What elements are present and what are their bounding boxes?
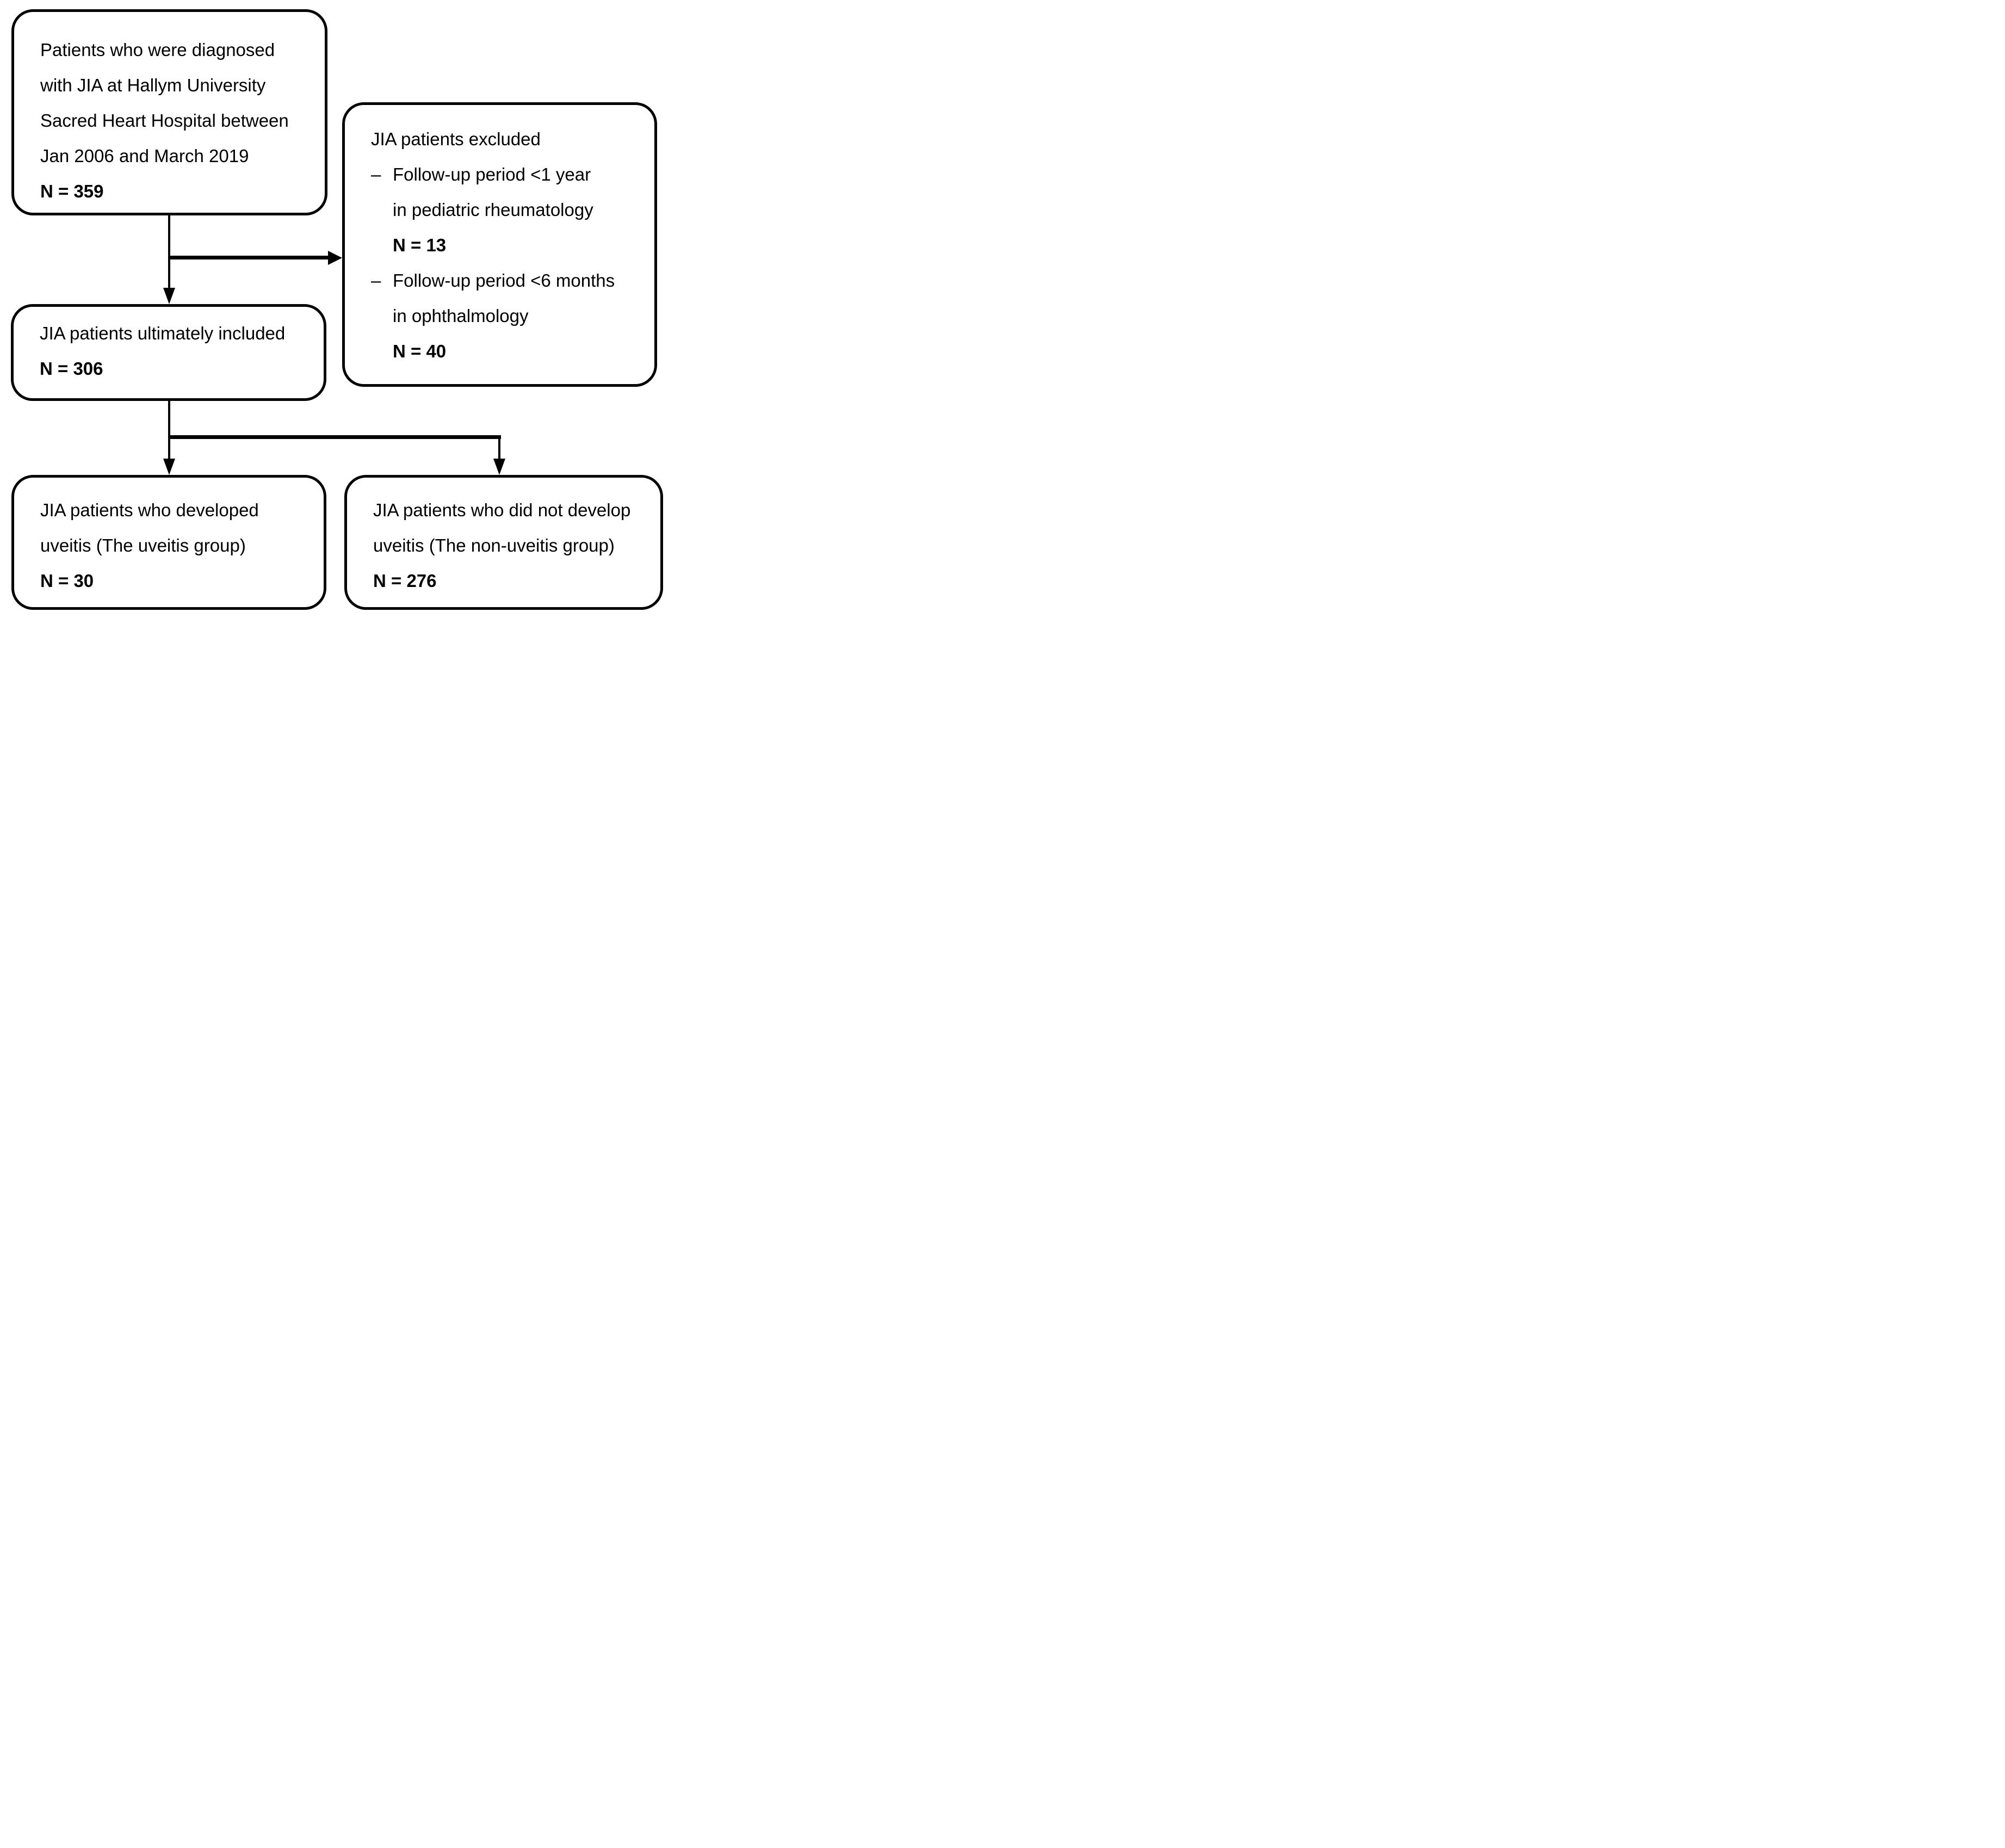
connector-to-excluded [168, 256, 329, 259]
box-text-line: Follow-up period <6 months [393, 270, 615, 291]
connector-branch-horizontal [168, 435, 501, 439]
dash-bullet: – [371, 270, 381, 291]
box-text-line: Follow-up period <1 year [393, 164, 591, 184]
arrowhead-down-icon [163, 459, 175, 475]
exclusion-item: – Follow-up period <6 months [371, 263, 647, 298]
box-text-line: JIA patients ultimately included [40, 323, 286, 343]
box-excluded-patients: JIA patients excluded – Follow-up period… [342, 102, 657, 387]
arrowhead-right-icon [328, 251, 342, 265]
arrowhead-down-icon [163, 288, 175, 304]
box-diagnosed-patients: Patients who were diagnosed with JIA at … [11, 9, 327, 215]
box-text-line: with JIA at Hallym University [40, 75, 266, 95]
dash-bullet: – [371, 164, 381, 184]
connector-branch-to-non-uveitis [498, 435, 500, 460]
box-text-line: Patients who were diagnosed [40, 40, 275, 60]
patient-count: N = 359 [40, 181, 104, 201]
connector-included-to-uveitis [168, 401, 170, 460]
box-text-line: Sacred Heart Hospital between [40, 110, 289, 131]
patient-count: N = 30 [40, 571, 94, 591]
flow-diagram: Patients who were diagnosed with JIA at … [0, 0, 669, 616]
box-text-line: JIA patients who did not develop [373, 500, 631, 520]
box-text-line: JIA patients who developed [40, 500, 259, 520]
box-non-uveitis-group: JIA patients who did not develop uveitis… [344, 475, 663, 610]
patient-count: N = 306 [40, 359, 103, 379]
box-included-patients: JIA patients ultimately included N = 306 [11, 304, 326, 401]
arrowhead-down-icon [493, 459, 505, 475]
box-text-line: Jan 2006 and March 2019 [40, 146, 249, 166]
patient-count: N = 13 [393, 235, 447, 255]
box-text-line: uveitis (The uveitis group) [40, 535, 246, 555]
exclusion-item: – Follow-up period <1 year [371, 157, 647, 192]
patient-count: N = 40 [393, 341, 447, 361]
box-uveitis-group: JIA patients who developed uveitis (The … [11, 475, 326, 610]
box-text-line: in ophthalmology [393, 306, 529, 326]
box-text-line: in pediatric rheumatology [393, 200, 593, 220]
connector-diagnosed-to-included [168, 215, 170, 290]
patient-count: N = 276 [373, 571, 437, 591]
box-text-line: uveitis (The non-uveitis group) [373, 535, 615, 555]
box-title-line: JIA patients excluded [371, 129, 541, 149]
